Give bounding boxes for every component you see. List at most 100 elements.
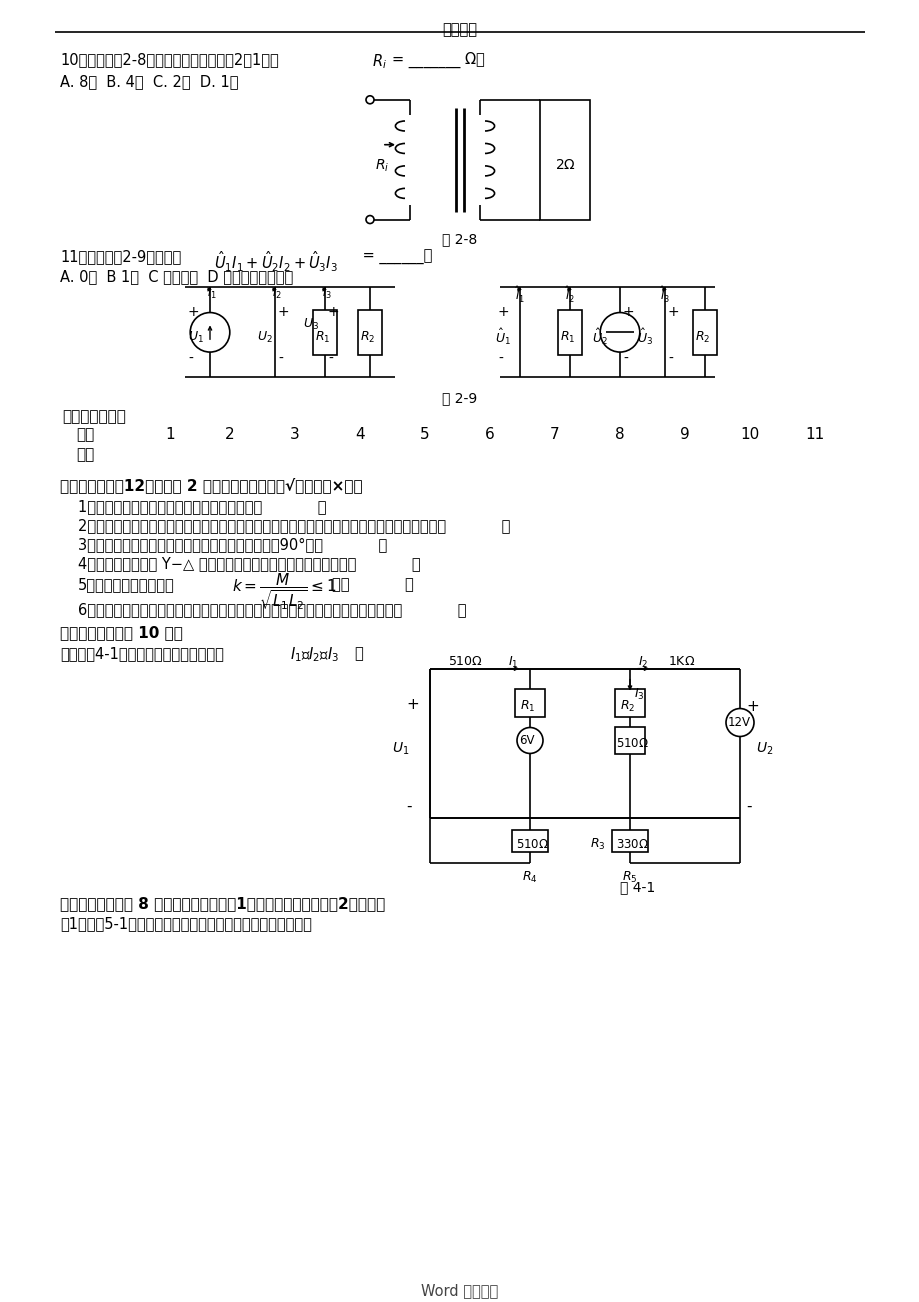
Text: -: - (497, 353, 503, 366)
Text: $\hat{I}_2$: $\hat{I}_2$ (564, 285, 574, 306)
Text: 7: 7 (550, 427, 559, 443)
Text: Word 完美格式: Word 完美格式 (421, 1284, 498, 1298)
Text: A. 8；  B. 4；  C. 2；  D. 1；: A. 8； B. 4； C. 2； D. 1； (60, 74, 238, 89)
Text: 电路如图4-1所示，试计算各支路的电流: 电路如图4-1所示，试计算各支路的电流 (60, 646, 223, 660)
Bar (692, 310, 716, 354)
Text: = ______。: = ______。 (357, 250, 432, 264)
Text: 5: 5 (420, 427, 429, 443)
Text: $I_1$，$I_2$，$I_3$: $I_1$，$I_2$，$I_3$ (289, 646, 339, 664)
Text: 3: 3 (289, 427, 300, 443)
Text: $R_1$: $R_1$ (314, 329, 330, 345)
Text: 可编辑版: 可编辑版 (442, 22, 477, 36)
Text: +: + (187, 306, 199, 319)
Bar (611, 831, 647, 853)
Bar (558, 310, 582, 354)
Text: $R_1$: $R_1$ (560, 329, 574, 345)
Text: 。（            ）: 。（ ） (332, 577, 414, 592)
Text: 8: 8 (615, 427, 624, 443)
Text: -: - (278, 353, 282, 366)
Text: $U_2$: $U_2$ (755, 741, 773, 756)
Text: 1: 1 (165, 427, 175, 443)
Text: 1K$\Omega$: 1K$\Omega$ (667, 655, 695, 668)
Text: 1、电阵是表征电路中消耗电能的理想元件。（            ）: 1、电阵是表征电路中消耗电能的理想元件。（ ） (78, 499, 326, 514)
Text: 三、判断题（共12分，每题 2 分，在括号内对的画√，错的画×。）: 三、判断题（共12分，每题 2 分，在括号内对的画√，错的画×。） (60, 477, 362, 493)
Text: $I_2$: $I_2$ (272, 285, 281, 301)
Text: 图 2-9: 图 2-9 (442, 391, 477, 405)
Text: 510$\Omega$: 510$\Omega$ (616, 737, 648, 750)
Text: 4: 4 (355, 427, 365, 443)
Bar (357, 310, 381, 354)
Text: 第二题答题卡：: 第二题答题卡： (62, 409, 126, 424)
Text: $I_2$: $I_2$ (637, 655, 648, 669)
Text: $R_4$: $R_4$ (521, 870, 537, 885)
Text: $k = \dfrac{M}{\sqrt{L_1 L_2}} \leq 1$: $k = \dfrac{M}{\sqrt{L_1 L_2}} \leq 1$ (232, 572, 336, 612)
Text: $I_3$: $I_3$ (633, 686, 644, 702)
Text: 图 4-1: 图 4-1 (619, 880, 654, 894)
Text: $R_3$: $R_3$ (589, 837, 605, 852)
Text: 图 2-8: 图 2-8 (442, 233, 477, 246)
Text: $\hat{U}_1 I_1 + \hat{U}_2 I_2 + \hat{U}_3 I_3$: $\hat{U}_1 I_1 + \hat{U}_2 I_2 + \hat{U}… (214, 250, 337, 273)
Text: -: - (745, 798, 751, 814)
Text: $U_3$: $U_3$ (302, 316, 319, 332)
Text: $R_i$: $R_i$ (371, 52, 387, 70)
Bar (515, 689, 544, 716)
Text: 四、计算题（本题 10 分）: 四、计算题（本题 10 分） (60, 625, 183, 639)
Text: -: - (622, 353, 627, 366)
Text: $\hat{U}_1$: $\hat{U}_1$ (494, 327, 510, 348)
Text: 6、通常将电容并联在感性负载的两端来提高功率因数，则电路的有功功率变大。（            ）: 6、通常将电容并联在感性负载的两端来提高功率因数，则电路的有功功率变大。（ ） (78, 602, 466, 617)
Text: $\hat{I}_1$: $\hat{I}_1$ (515, 285, 525, 306)
Bar (614, 689, 644, 716)
Text: -: - (405, 798, 411, 814)
Text: 2: 2 (225, 427, 234, 443)
Text: +: + (278, 306, 289, 319)
Text: A. 0；  B 1；  C 无穷大；  D 以上答案都不对；: A. 0； B 1； C 无穷大； D 以上答案都不对； (60, 270, 293, 284)
Text: 题号: 题号 (75, 427, 94, 443)
Text: 6V: 6V (518, 734, 534, 747)
Text: +: + (328, 306, 339, 319)
Text: 11: 11 (804, 427, 823, 443)
Text: = _______ Ω。: = _______ Ω。 (391, 52, 484, 68)
Text: $R_1$: $R_1$ (519, 699, 535, 713)
Bar (512, 831, 548, 853)
Text: 510$\Omega$: 510$\Omega$ (516, 837, 549, 850)
Text: $R_2$: $R_2$ (619, 699, 635, 713)
Text: 5、耦合电感的耦合系数: 5、耦合电感的耦合系数 (78, 577, 175, 592)
Text: 330$\Omega$: 330$\Omega$ (616, 837, 648, 850)
Text: $\hat{I}_3$: $\hat{I}_3$ (659, 285, 670, 306)
Text: +: + (745, 699, 758, 713)
Text: 9: 9 (679, 427, 689, 443)
Text: +: + (405, 697, 418, 712)
Text: $I_1$: $I_1$ (507, 655, 518, 669)
Text: 6: 6 (484, 427, 494, 443)
Text: 2、理想电流源（恒流源）和理想电压源（恒压源）串联时，对外电路来说恒压源不起作用。（            ）: 2、理想电流源（恒流源）和理想电压源（恒压源）串联时，对外电路来说恒压源不起作用… (78, 518, 510, 533)
Bar (539, 100, 589, 220)
Text: 510$\Omega$: 510$\Omega$ (448, 655, 482, 668)
Text: （1）写图5-1所示电路的回路电流方程（统招生答本小题）。: （1）写图5-1所示电路的回路电流方程（统招生答本小题）。 (60, 917, 312, 931)
Text: 五、计算题（本题 8 分）（统招生答第（1）小题，对口生答第（2）小题）: 五、计算题（本题 8 分）（统招生答第（1）小题，对口生答第（2）小题） (60, 896, 385, 911)
Text: 10、电路如图2-8所示，理想变压器变比2：1，则: 10、电路如图2-8所示，理想变压器变比2：1，则 (60, 52, 278, 66)
Text: $R_5$: $R_5$ (621, 870, 637, 885)
Text: 答案: 答案 (75, 447, 94, 462)
Text: $I_1$: $I_1$ (207, 285, 217, 301)
Text: $I_3$: $I_3$ (322, 285, 332, 301)
Text: -: - (328, 353, 333, 366)
Text: $U_2$: $U_2$ (256, 329, 272, 345)
Text: $R_2$: $R_2$ (359, 329, 375, 345)
Text: ；: ； (354, 646, 362, 660)
Text: +: + (667, 306, 679, 319)
Text: $U_1$: $U_1$ (391, 741, 409, 756)
Text: $\hat{U}_2$: $\hat{U}_2$ (591, 327, 607, 348)
Text: +: + (497, 306, 509, 319)
Bar (614, 727, 644, 754)
Text: $R_2$: $R_2$ (694, 329, 709, 345)
Bar (312, 310, 336, 354)
Text: -: - (187, 353, 193, 366)
Text: $R_i$: $R_i$ (375, 158, 389, 174)
Text: $\hat{U}_3$: $\hat{U}_3$ (636, 327, 652, 348)
Text: +: + (622, 306, 634, 319)
Text: $U_1$: $U_1$ (187, 329, 204, 345)
Text: 10: 10 (740, 427, 759, 443)
Text: 2$\Omega$: 2$\Omega$ (554, 158, 575, 172)
Text: 12V: 12V (727, 716, 750, 729)
Text: 11、电路如图2-9所示，则: 11、电路如图2-9所示，则 (60, 250, 181, 264)
